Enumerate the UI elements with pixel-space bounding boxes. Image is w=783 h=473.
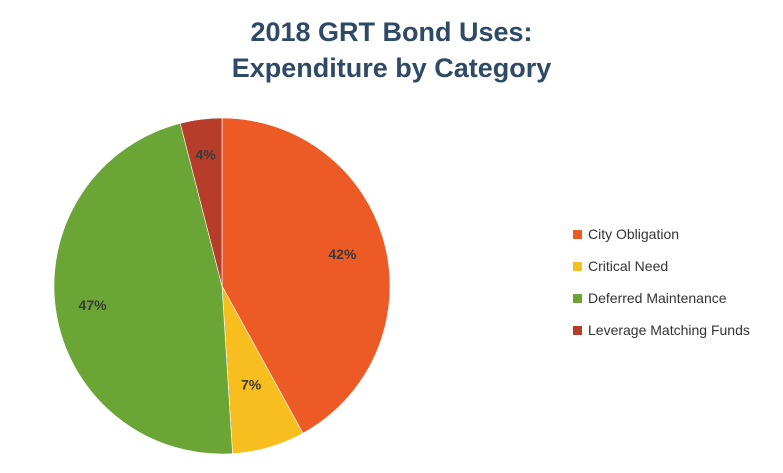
chart-title-line-1: 2018 GRT Bond Uses:: [250, 17, 533, 47]
data-label-critical-need: 7%: [241, 377, 262, 393]
legend-item-city-obligation: City Obligation: [573, 223, 750, 245]
legend-item-critical-need: Critical Need: [573, 255, 750, 277]
pie-slice-city-obligation: [221, 117, 391, 434]
legend-swatch-leverage-matching-funds: [573, 325, 582, 335]
data-label-city-obligation: 42%: [328, 246, 357, 262]
chart-title-line-2: Expenditure by Category: [231, 53, 552, 83]
legend-label-city-obligation: City Obligation: [588, 226, 680, 242]
pie-data-labels: 42% 7% 47% 4%: [79, 147, 357, 393]
chart-title: 2018 GRT Bond Uses: Expenditure by Categ…: [0, 14, 783, 86]
pie-slice-leverage-matching-funds: [179, 117, 223, 287]
data-label-deferred-maintenance: 47%: [79, 297, 108, 313]
legend-swatch-city-obligation: [573, 229, 582, 239]
legend-swatch-critical-need: [573, 261, 582, 271]
legend-item-leverage-matching-funds: Leverage Matching Funds: [573, 319, 750, 341]
legend-label-leverage-matching-funds: Leverage Matching Funds: [588, 322, 750, 338]
legend-label-deferred-maintenance: Deferred Maintenance: [588, 290, 727, 306]
legend-label-critical-need: Critical Need: [588, 258, 669, 274]
legend-swatch-deferred-maintenance: [573, 293, 582, 303]
legend-item-deferred-maintenance: Deferred Maintenance: [573, 287, 750, 309]
chart-legend: City Obligation Critical Need Deferred M…: [573, 223, 750, 351]
pie-slices: [53, 117, 391, 455]
data-label-leverage-matching-funds: 4%: [195, 147, 216, 163]
pie-slice-deferred-maintenance: [53, 122, 233, 455]
